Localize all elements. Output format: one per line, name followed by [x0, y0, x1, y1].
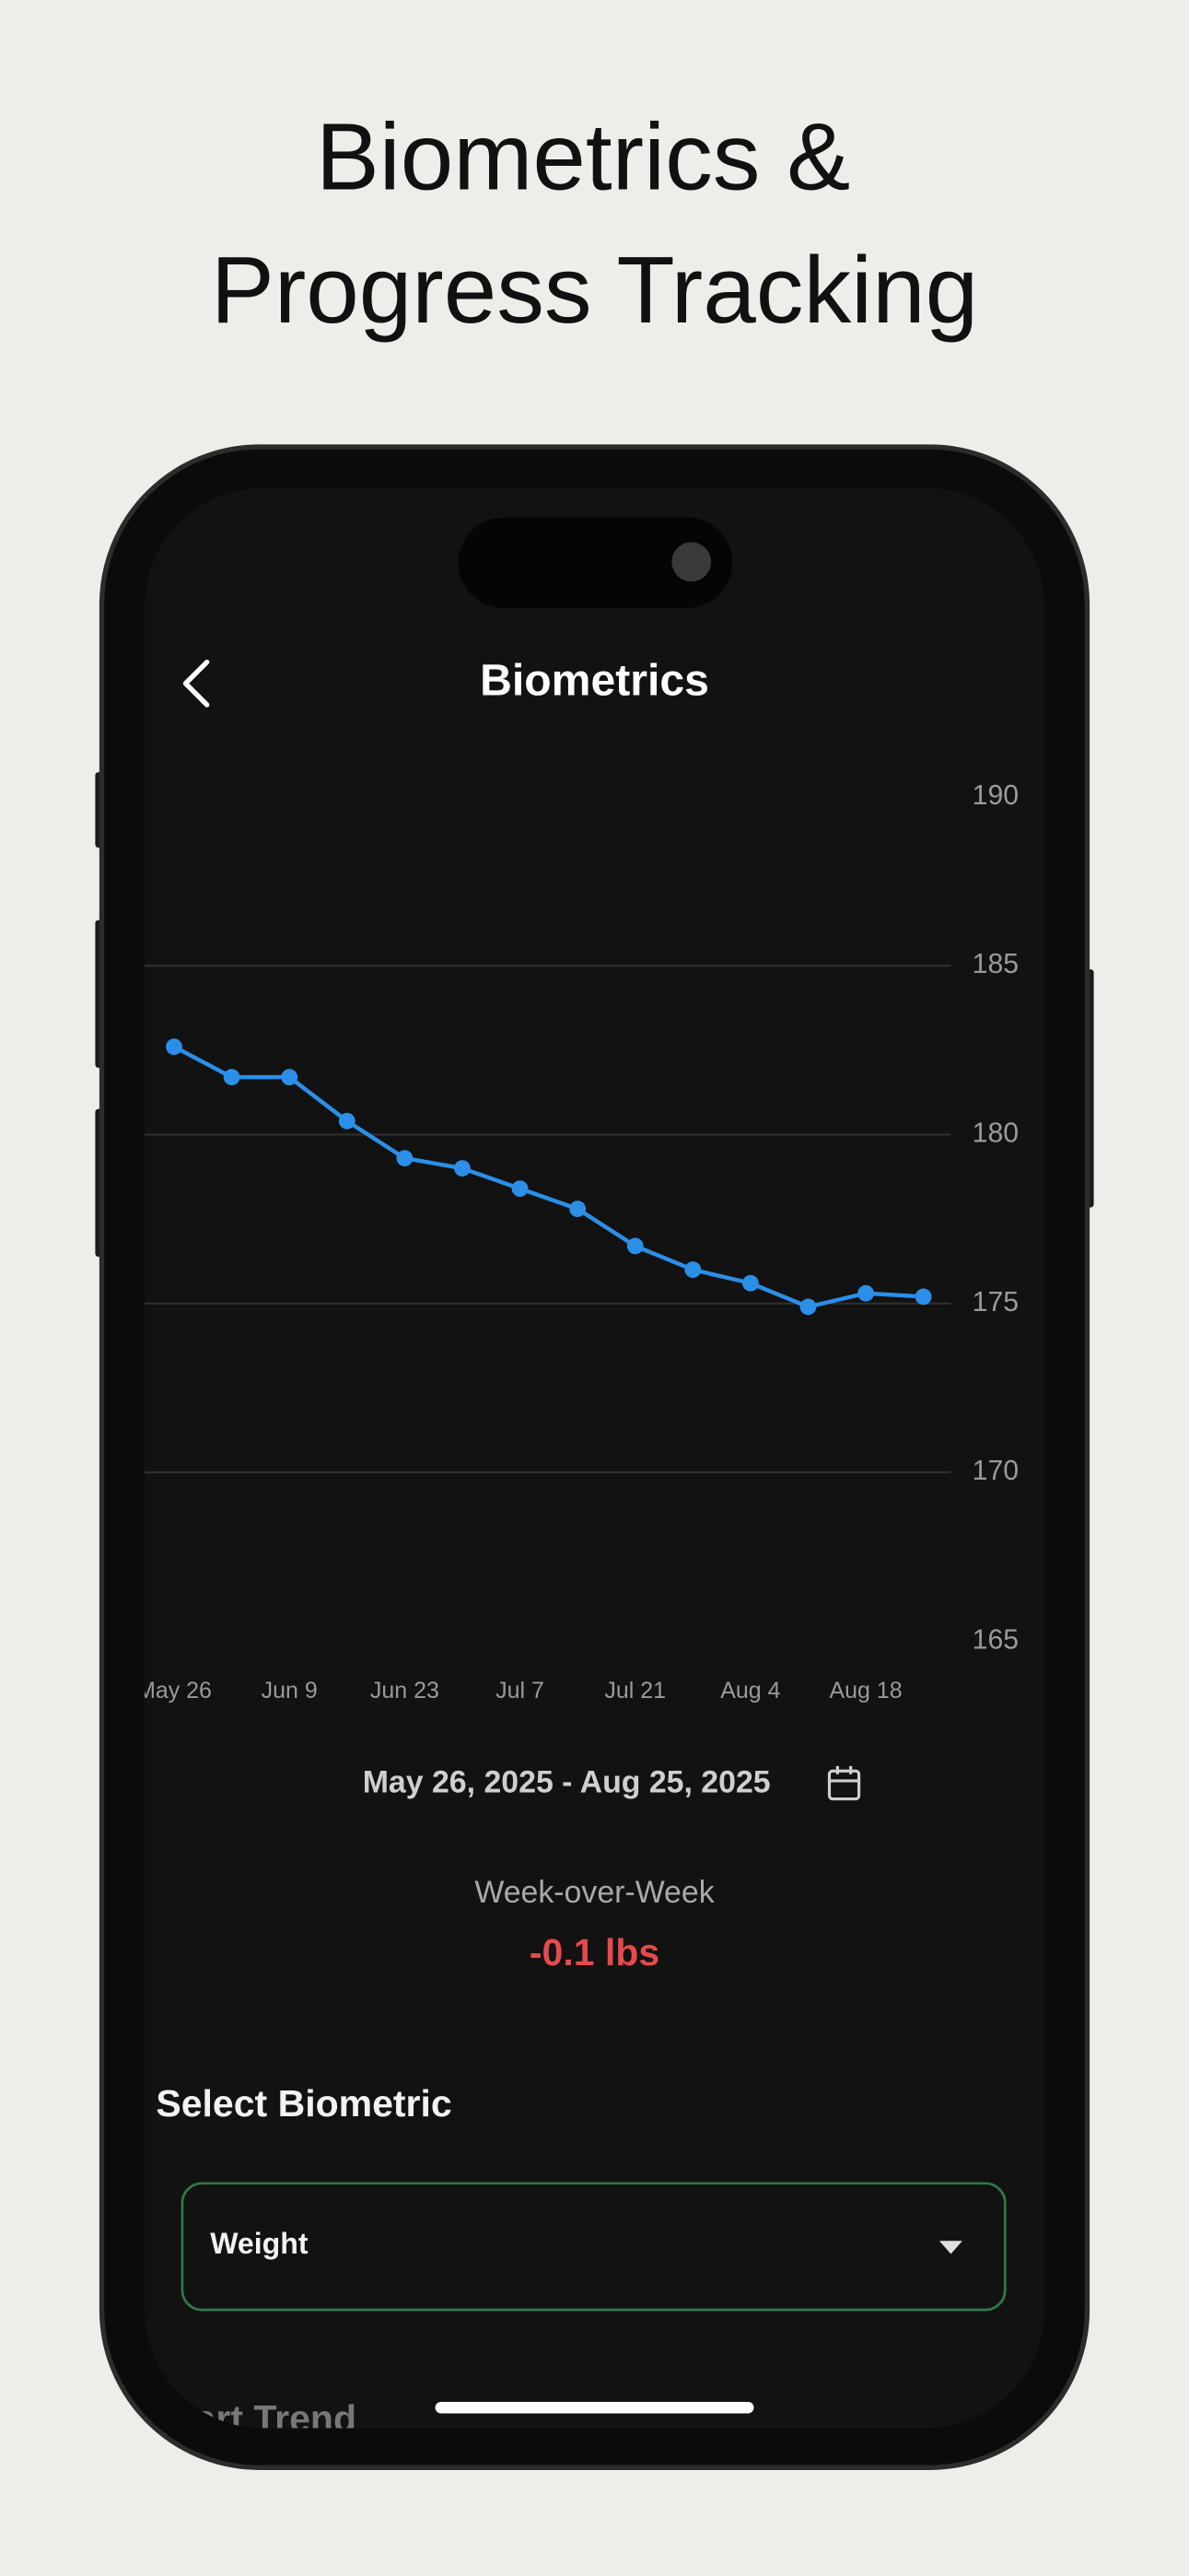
- home-indicator: [435, 2401, 754, 2414]
- data-point: [454, 1160, 471, 1177]
- data-line: [172, 1045, 924, 1309]
- chart: 165 170 175 180 185 190 May 26 Jun 9 Jun 23 Jul 7…: [136, 780, 1020, 1704]
- y-tick-label: 165: [973, 1624, 1020, 1655]
- change-value: -0.1 lbs: [530, 1931, 659, 1973]
- headline: Biometrics &: [316, 103, 850, 210]
- data-point: [281, 1069, 298, 1086]
- section-title: Select Biometric: [156, 2082, 451, 2125]
- screen-title: Biometrics: [480, 656, 709, 706]
- data-point: [338, 1112, 356, 1130]
- y-tick-label: 190: [973, 780, 1020, 811]
- y-tick-label: 170: [973, 1456, 1020, 1486]
- data-point: [915, 1288, 932, 1306]
- x-tick-label: Jul 7: [495, 1678, 544, 1704]
- dropdown-arrow[interactable]: [938, 2241, 962, 2254]
- back-button[interactable]: [182, 659, 210, 708]
- data-point: [626, 1237, 644, 1255]
- y-tick-label: 185: [973, 949, 1020, 979]
- data-point: [511, 1180, 529, 1198]
- data-point: [569, 1200, 587, 1218]
- data-point: [396, 1150, 414, 1167]
- x-tick-label: May 26: [136, 1678, 212, 1704]
- y-tick-label: 175: [973, 1287, 1020, 1317]
- headline: Progress Tracking: [211, 236, 978, 343]
- data-point: [857, 1284, 874, 1302]
- x-tick-label: Jun 23: [370, 1678, 439, 1704]
- dropdown[interactable]: [181, 2182, 1007, 2312]
- phone-screen: [144, 487, 1045, 2429]
- data-point: [223, 1069, 240, 1086]
- data-point: [799, 1298, 817, 1316]
- x-tick-label: Jun 9: [262, 1678, 318, 1704]
- screen-content: Biometrics 165 170 175 180 185 190 May 26 Jun 9…: [136, 517, 1020, 2429]
- y-tick-label: 180: [973, 1118, 1020, 1148]
- data-point: [741, 1274, 759, 1292]
- date-range[interactable]: May 26, 2025 - Aug 25, 2025: [363, 1764, 771, 1799]
- dropdown-value: Weight: [210, 2227, 309, 2260]
- x-tick-label: Jul 21: [604, 1678, 666, 1704]
- x-tick-label: Aug 18: [830, 1678, 903, 1704]
- change-label: Week-over-Week: [474, 1875, 714, 1910]
- calendar-icon[interactable]: [827, 1765, 861, 1801]
- data-point: [684, 1261, 702, 1279]
- camera: [671, 542, 712, 582]
- x-tick-label: Aug 4: [720, 1678, 780, 1704]
- dynamic-island: [458, 517, 733, 608]
- data-point: [166, 1038, 182, 1056]
